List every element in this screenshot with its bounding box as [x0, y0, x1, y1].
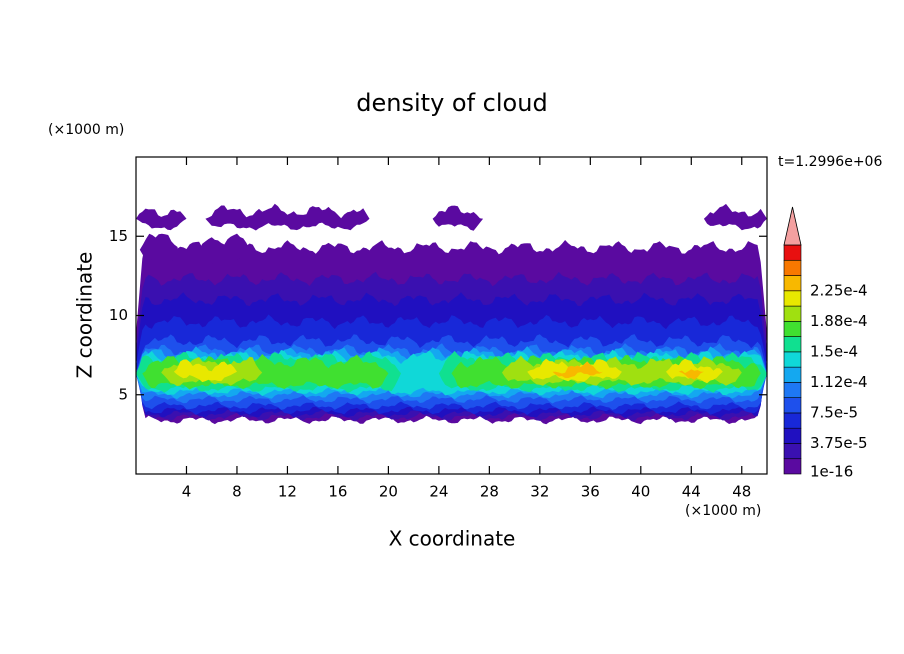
x-tick-label: 40 — [631, 483, 650, 501]
x-tick-label: 36 — [581, 483, 600, 501]
x-unit: (×1000 m) — [685, 503, 761, 519]
colorbar-swatch — [783, 244, 802, 261]
colorbar-tick-label: 3.75e-5 — [810, 434, 868, 452]
field — [136, 203, 767, 425]
x-tick-label: 20 — [379, 483, 398, 501]
colorbar-tick-label: 1e-16 — [810, 463, 853, 481]
contour-band — [527, 358, 622, 382]
contour-band — [552, 361, 603, 379]
colorbar-swatch — [783, 305, 802, 322]
colorbar-swatch — [783, 397, 802, 414]
colorbar-tick-label: 2.25e-4 — [810, 281, 868, 299]
colorbar-swatch — [783, 412, 802, 429]
x-tick-label: 16 — [328, 483, 347, 501]
x-tick-label: 32 — [530, 483, 549, 501]
x-tick-label: 8 — [232, 483, 242, 501]
y-unit: (×1000 m) — [48, 122, 124, 138]
colorbar-swatch — [783, 427, 802, 444]
contour-band — [678, 369, 704, 380]
contour-band — [199, 233, 250, 265]
chart-title: density of cloud — [356, 89, 547, 117]
x-tick-label: 12 — [278, 483, 297, 501]
colorbar-tick-label: 1.88e-4 — [810, 312, 868, 330]
colorbar-swatch — [783, 275, 802, 292]
contour-band — [139, 233, 178, 263]
y-tick-label: 10 — [109, 306, 128, 324]
colorbar-swatch — [783, 259, 802, 276]
colorbar-extend — [783, 206, 802, 246]
x-axis-title: X coordinate — [389, 527, 516, 551]
contour-band — [205, 203, 370, 231]
y-tick-label: 5 — [118, 385, 128, 403]
contour-band — [703, 203, 767, 231]
contour-band — [136, 208, 187, 231]
contour-band — [432, 205, 484, 231]
contour-band — [173, 359, 237, 383]
time-label: t=1.2996e+06 — [778, 154, 882, 170]
colorbar-tick-label: 7.5e-5 — [810, 403, 858, 421]
colorbar-swatch — [783, 321, 802, 337]
y-tick-label: 15 — [109, 227, 128, 245]
y-axis-title: Z coordinate — [73, 252, 97, 379]
colorbar-swatch — [783, 382, 802, 398]
x-tick-label: 28 — [480, 483, 499, 501]
x-tick-label: 44 — [682, 483, 701, 501]
colorbar-swatch — [783, 290, 802, 307]
x-tick-label: 24 — [429, 483, 448, 501]
colorbar-swatch — [783, 458, 802, 475]
x-tick-label: 48 — [732, 483, 751, 501]
colorbar-tick-label: 1.5e-4 — [810, 342, 858, 360]
colorbar-swatch — [783, 366, 802, 383]
colorbar-swatch — [783, 443, 802, 460]
colorbar-swatch — [783, 336, 802, 353]
colorbar-swatch — [783, 351, 802, 368]
colorbar-tick-label: 1.12e-4 — [810, 373, 868, 391]
x-tick-label: 4 — [182, 483, 192, 501]
